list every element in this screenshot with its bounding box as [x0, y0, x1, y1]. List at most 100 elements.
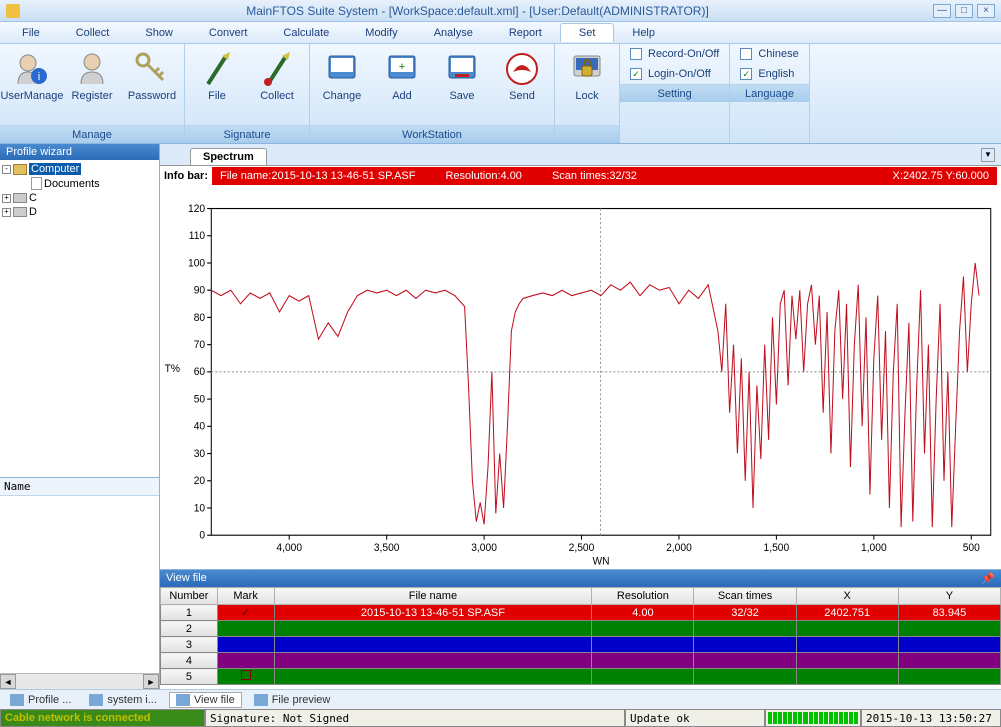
table-row[interactable]: 4: [161, 653, 1001, 669]
add-button[interactable]: +Add: [372, 46, 432, 106]
change-button[interactable]: Change: [312, 46, 372, 106]
svg-text:70: 70: [194, 339, 205, 352]
lock-icon: [568, 50, 606, 88]
svg-text:80: 80: [194, 311, 205, 324]
svg-text:30: 30: [194, 448, 205, 461]
menu-analyse[interactable]: Analyse: [416, 24, 491, 42]
col-x[interactable]: X: [796, 588, 898, 605]
folder-icon: [13, 164, 27, 175]
cell: 83.945: [898, 605, 1000, 621]
change-icon: [323, 50, 361, 88]
table-row[interactable]: 3: [161, 637, 1001, 653]
chart-area[interactable]: 01020304050607080901001101204,0003,5003,…: [160, 186, 1001, 569]
record-checkbox[interactable]: Record-On/Off: [630, 48, 719, 60]
scroll-right-icon[interactable]: ►: [143, 674, 159, 689]
table-row[interactable]: 5: [161, 669, 1001, 685]
menu-file[interactable]: File: [4, 24, 58, 42]
login-checkbox[interactable]: ✓Login-On/Off: [630, 68, 719, 80]
window-title: MainFTOS Suite System - [WorkSpace:defau…: [26, 4, 929, 18]
tree-node-d[interactable]: +D: [2, 205, 157, 219]
info-bar-content: File name:2015-10-13 13-46-51 SP.ASF Res…: [212, 167, 997, 185]
chinese-checkbox[interactable]: Chinese: [740, 48, 798, 60]
pin-icon[interactable]: 📌: [981, 572, 995, 585]
menubar: FileCollectShowConvertCalculateModifyAna…: [0, 22, 1001, 44]
usermanage-button[interactable]: iUserManage: [2, 46, 62, 106]
name-header: Name: [0, 478, 159, 496]
tree-node-c[interactable]: +C: [2, 191, 157, 205]
menu-modify[interactable]: Modify: [347, 24, 415, 42]
col-scan-times[interactable]: Scan times: [694, 588, 796, 605]
tree-label: Documents: [44, 178, 100, 190]
profile-tree[interactable]: -Computer Documents+C+D: [0, 160, 159, 221]
collect-button[interactable]: Collect: [247, 46, 307, 106]
send-button[interactable]: Send: [492, 46, 552, 106]
svg-text:90: 90: [194, 284, 205, 297]
scroll-left-icon[interactable]: ◄: [0, 674, 16, 689]
lock-button[interactable]: Lock: [557, 46, 617, 106]
col-file-name[interactable]: File name: [274, 588, 592, 605]
col-number[interactable]: Number: [161, 588, 218, 605]
expand-icon[interactable]: +: [2, 194, 11, 203]
close-button[interactable]: ×: [977, 4, 995, 18]
english-checkbox[interactable]: ✓English: [740, 68, 798, 80]
cell: [592, 621, 694, 637]
tab-spectrum[interactable]: Spectrum: [190, 148, 267, 165]
password-button[interactable]: Password: [122, 46, 182, 106]
send-icon: [503, 50, 541, 88]
menu-calculate[interactable]: Calculate: [265, 24, 347, 42]
svg-text:500: 500: [963, 542, 980, 555]
bottom-tab-filepreview[interactable]: File preview: [248, 693, 337, 707]
save-icon: [443, 50, 481, 88]
cell: [898, 653, 1000, 669]
table-row[interactable]: 1✓2015-10-13 13-46-51 SP.ASF4.0032/32240…: [161, 605, 1001, 621]
spectrum-chart[interactable]: 01020304050607080901001101204,0003,5003,…: [160, 186, 1001, 569]
maximize-button[interactable]: □: [955, 4, 973, 18]
menu-show[interactable]: Show: [127, 24, 191, 42]
table-row[interactable]: 2: [161, 621, 1001, 637]
expand-icon[interactable]: +: [2, 208, 11, 217]
checkbox-icon: ✓: [630, 68, 642, 80]
svg-text:3,000: 3,000: [471, 542, 497, 555]
cell: ✓: [217, 605, 274, 621]
menu-convert[interactable]: Convert: [191, 24, 266, 42]
tree-node-documents[interactable]: Documents: [2, 176, 157, 191]
cell: [217, 621, 274, 637]
tree-node-computer[interactable]: -Computer: [2, 162, 157, 176]
col-y[interactable]: Y: [898, 588, 1000, 605]
cell: 3: [161, 637, 218, 653]
viewfile-grid[interactable]: NumberMarkFile nameResolutionScan timesX…: [160, 587, 1001, 689]
file-button[interactable]: File: [187, 46, 247, 106]
expand-icon[interactable]: -: [2, 165, 11, 174]
menu-report[interactable]: Report: [491, 24, 560, 42]
col-resolution[interactable]: Resolution: [592, 588, 694, 605]
chinese-label: Chinese: [758, 48, 798, 60]
drive-icon: [13, 193, 27, 203]
col-mark[interactable]: Mark: [217, 588, 274, 605]
cell: [898, 621, 1000, 637]
menu-set[interactable]: Set: [560, 23, 615, 42]
svg-text:50: 50: [194, 393, 205, 406]
status-signature: Signature: Not Signed: [205, 709, 625, 727]
password-label: Password: [128, 90, 176, 102]
tab-icon: [10, 694, 24, 706]
bottom-tab-viewfile[interactable]: View file: [169, 692, 242, 708]
save-button[interactable]: Save: [432, 46, 492, 106]
tab-icon: [254, 694, 268, 706]
register-button[interactable]: Register: [62, 46, 122, 106]
progress-block: [793, 712, 797, 724]
doc-icon: [31, 177, 42, 190]
scroll-track[interactable]: [16, 674, 143, 689]
menu-help[interactable]: Help: [614, 24, 673, 42]
bottom-tab-systemi[interactable]: system i...: [83, 693, 163, 707]
file-icon: [198, 50, 236, 88]
info-filename: File name:2015-10-13 13-46-51 SP.ASF: [220, 170, 415, 182]
viewfile-header: View file 📌: [160, 570, 1001, 587]
menu-collect[interactable]: Collect: [58, 24, 128, 42]
left-scrollbar[interactable]: ◄ ►: [0, 673, 159, 689]
info-resolution: Resolution:4.00: [445, 170, 521, 182]
bottom-tab-profile[interactable]: Profile ...: [4, 693, 77, 707]
progress-block: [798, 712, 802, 724]
cell: 5: [161, 669, 218, 685]
minimize-button[interactable]: —: [933, 4, 951, 18]
tab-dropdown-icon[interactable]: ▼: [981, 148, 995, 162]
